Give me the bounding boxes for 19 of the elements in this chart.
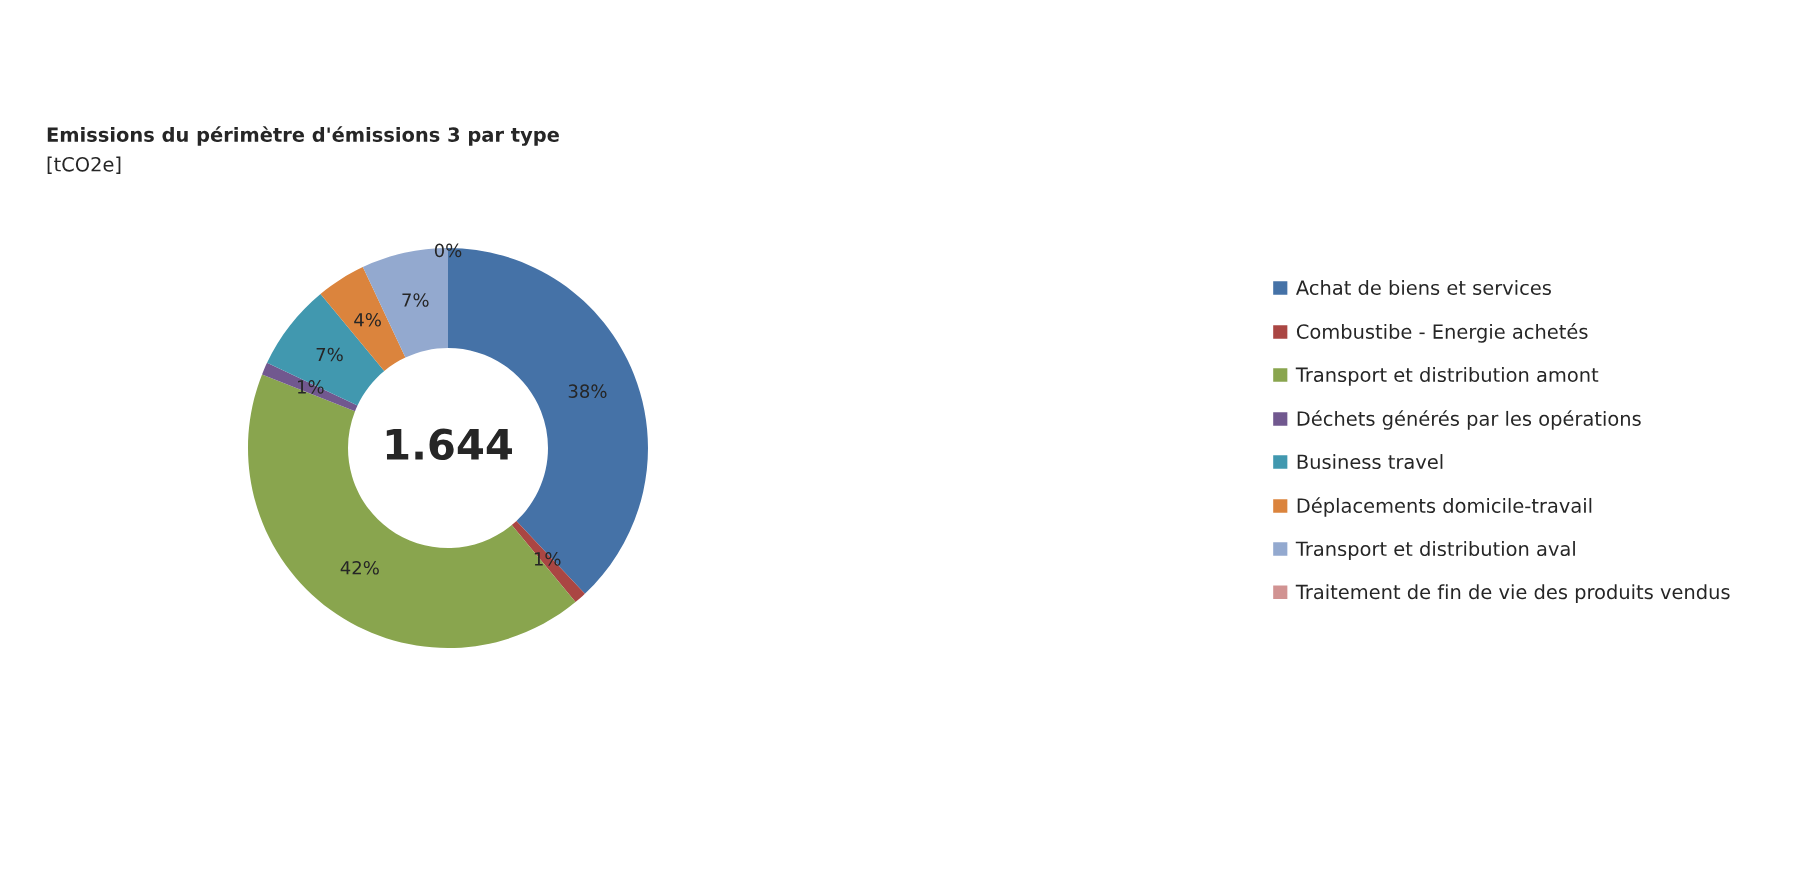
data-label: 4% xyxy=(354,312,381,327)
legend-label: Transport et distribution aval xyxy=(1295,541,1575,560)
donut-slice xyxy=(267,293,385,406)
text: [tCO2e] xyxy=(47,156,121,174)
data-label: 38% xyxy=(568,384,607,399)
legend-label: Achat de biens et services xyxy=(1295,279,1551,296)
data-label: 7% xyxy=(402,293,429,307)
data-label: 42% xyxy=(340,560,379,575)
legend-label: Déplacements domicile-travail xyxy=(1297,497,1592,517)
legend-label: Business travel xyxy=(1297,454,1443,470)
chart-title: Emissions du périmètre d'émissions 3 par type xyxy=(47,126,559,146)
legend-label: Déchets générés par les opérations xyxy=(1297,410,1641,430)
donut-slice xyxy=(262,362,358,412)
legend-label: Transport et distribution amont xyxy=(1295,367,1599,386)
donut-slice xyxy=(511,520,585,603)
data-label: 7% xyxy=(316,347,343,362)
legend-label: Combustibe - Energie achetés xyxy=(1296,323,1588,343)
text: 1.644 xyxy=(386,428,512,461)
legend-label: Traitement de fin de vie des produits vendus xyxy=(1295,584,1730,604)
